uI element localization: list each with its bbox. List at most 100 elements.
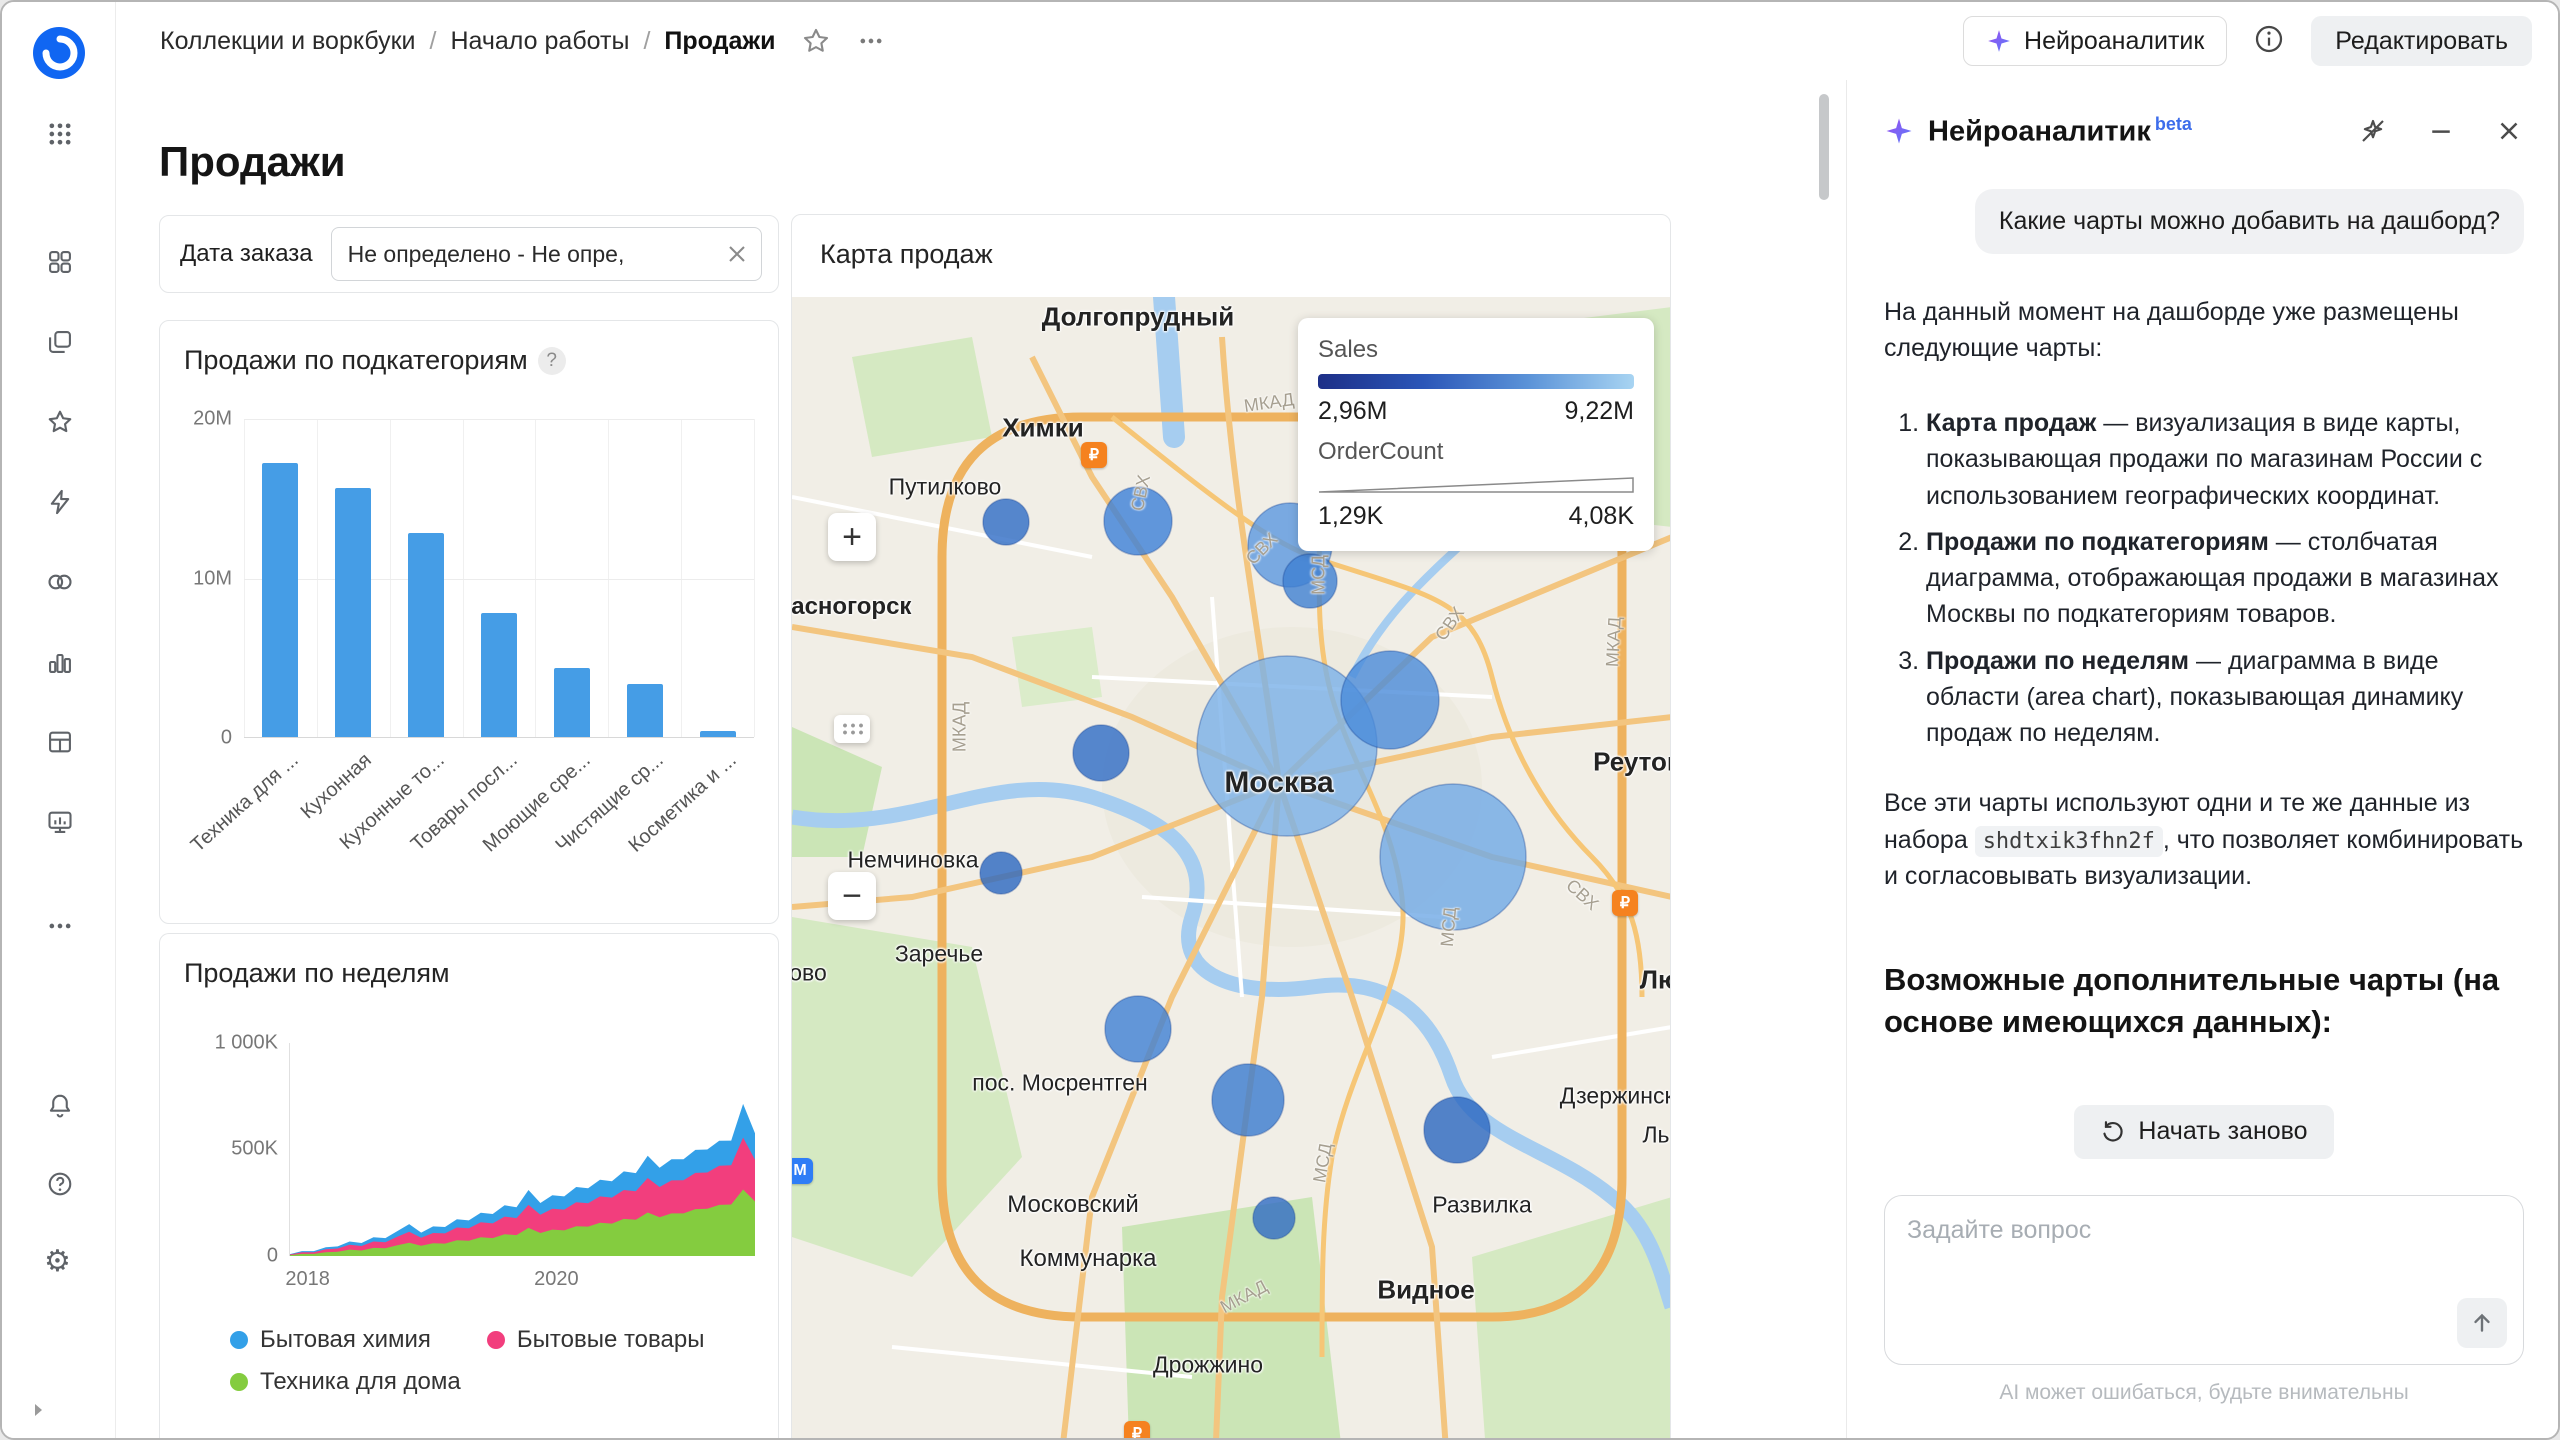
ordercount-max: 4,08K (1569, 502, 1634, 531)
scrollbar-thumb[interactable] (1819, 94, 1829, 200)
y-axis-tick: 0 (160, 1245, 278, 1268)
breadcrumb-separator: / (430, 27, 437, 56)
apps-grid-icon[interactable] (46, 120, 74, 148)
more-actions-icon[interactable] (857, 27, 885, 55)
map-place-label: расногорск (792, 593, 911, 621)
panel-title: Нейроаналитикbeta (1928, 114, 2192, 149)
map-road-label: МСД (1309, 555, 1330, 595)
sales-map-card: Карта продаж (791, 214, 1671, 1438)
ordercount-min: 1,29K (1318, 502, 1383, 531)
help-circle-icon[interactable] (46, 1170, 74, 1198)
date-filter-input[interactable] (346, 240, 717, 269)
sales-map[interactable]: ДолгопрудныйХимкиПутилковорасногорскМоск… (792, 297, 1670, 1438)
edit-button[interactable]: Редактировать (2311, 16, 2532, 66)
bar[interactable] (554, 668, 590, 737)
settings-gear-icon[interactable]: ⚙ (44, 1248, 72, 1276)
bar[interactable] (408, 533, 444, 737)
zoom-in-button[interactable]: + (828, 513, 876, 561)
subcat-plot[interactable]: Техника для ...КухоннаяКухонные то...Тов… (244, 419, 754, 738)
list-item: Продажи по неделям — диаграмма в виде об… (1926, 643, 2524, 752)
map-road-label: СВХ (1431, 603, 1469, 645)
list-item: Карта продаж — визуализация в виде карты… (1926, 405, 2524, 514)
map-chart-title: Карта продаж (820, 239, 993, 269)
map-place-label: Московский (1007, 1191, 1139, 1219)
x-axis-label: Техника для ... (187, 749, 304, 857)
charts-icon[interactable] (46, 648, 74, 676)
ordercount-wedge (1318, 476, 1634, 494)
notifications-bell-icon[interactable] (46, 1092, 74, 1120)
breadcrumb-current: Продажи (664, 27, 775, 56)
dashboard-canvas: Продажи Дата заказа Продажи по подкатего… (116, 80, 1815, 1438)
breadcrumb-separator: / (643, 27, 650, 56)
map-road-badge-icon: ₽ (1124, 1421, 1150, 1438)
user-message-bubble: Какие чарты можно добавить на дашборд? (1975, 189, 2524, 254)
bar[interactable] (700, 731, 736, 737)
question-input-box (1884, 1195, 2524, 1365)
ai-disclaimer: AI может ошибаться, будьте внимательны (1884, 1381, 2524, 1405)
datasets-icon[interactable] (46, 568, 74, 596)
bar[interactable] (627, 684, 663, 737)
map-road-label: СВХ (1127, 473, 1155, 513)
dashboards-icon[interactable] (46, 808, 74, 836)
legend-item[interactable]: Бытовая химия (230, 1326, 431, 1354)
legend-sales-label: Sales (1318, 336, 1634, 364)
breadcrumb-collections[interactable]: Коллекции и воркбуки (160, 27, 416, 56)
close-icon[interactable] (2494, 116, 2524, 146)
tables-icon[interactable] (46, 728, 74, 756)
main-scrollbar[interactable] (1815, 80, 1833, 1438)
sparkle-icon (1986, 28, 2012, 54)
assistant-intro-text: На данный момент на дашборде уже размеще… (1884, 294, 2524, 367)
arrow-up-icon (2469, 1310, 2495, 1336)
date-filter-label: Дата заказа (180, 240, 313, 268)
zoom-out-button[interactable]: − (828, 872, 876, 920)
weekly-legend: Бытовая химия Бытовые товары Техника для д… (230, 1326, 750, 1396)
collections-icon[interactable] (46, 328, 74, 356)
more-icon[interactable] (46, 912, 74, 940)
date-filter-card: Дата заказа (159, 215, 779, 293)
send-button[interactable] (2457, 1298, 2507, 1348)
objects-grid-icon[interactable] (46, 248, 74, 276)
datalens-logo-icon[interactable] (32, 26, 86, 80)
favorites-star-icon[interactable] (46, 408, 74, 436)
breadcrumb-getting-started[interactable]: Начало работы (450, 27, 629, 56)
question-input[interactable] (1905, 1214, 2503, 1284)
legend-item[interactable]: Бытовые товары (487, 1326, 705, 1354)
legend-item[interactable]: Техника для дома (230, 1368, 461, 1396)
assistant-outro-text: Все эти чарты используют одни и те же да… (1884, 785, 2524, 894)
info-icon[interactable] (2253, 23, 2285, 60)
clear-filter-icon[interactable] (723, 240, 751, 273)
weekly-plot[interactable] (289, 1043, 754, 1256)
favorite-star-icon[interactable] (801, 26, 831, 56)
restart-icon (2100, 1119, 2126, 1145)
map-road-badge-icon: ₽ (1081, 442, 1107, 468)
map-place-label: Заречье (895, 941, 983, 968)
weekly-xticks: 20182020 (289, 1268, 754, 1298)
bar[interactable] (335, 488, 371, 737)
map-place-label: Долгопрудный (1042, 302, 1234, 333)
sales-min: 2,96M (1318, 397, 1387, 426)
bar[interactable] (481, 613, 517, 737)
map-place-label: Коммунарка (1020, 1245, 1157, 1273)
sparkle-off-icon[interactable] (2358, 116, 2388, 146)
y-axis-tick: 10M (160, 568, 232, 591)
neuroanalyst-button[interactable]: Нейроаналитик (1963, 16, 2227, 66)
subcategories-chart-card: Продажи по подкатегориям ? 20M 10M 0 Тех… (159, 320, 779, 924)
restart-button[interactable]: Начать заново (2074, 1105, 2333, 1159)
map-place-label: Дзержинский (1560, 1083, 1670, 1110)
legend-ordercount-label: OrderCount (1318, 438, 1634, 466)
zoom-drag-handle[interactable] (834, 715, 870, 743)
top-bar: Коллекции и воркбуки / Начало работы / П… (116, 2, 2558, 80)
map-road-label: СВХ (1242, 529, 1282, 569)
sidebar-expand-icon[interactable] (28, 1400, 48, 1425)
bar[interactable] (262, 463, 298, 737)
map-place-label: пос. Мосрентген (972, 1070, 1147, 1097)
connections-lightning-icon[interactable] (46, 488, 74, 516)
map-place-label: Немчиновка (847, 847, 978, 874)
map-place-label: Путилково (889, 474, 1002, 501)
map-road-label: МСД (1309, 1142, 1337, 1185)
assistant-chart-list: Карта продаж — визуализация в виде карты… (1884, 405, 2524, 761)
y-axis-tick: 1 000K (160, 1032, 278, 1055)
weekly-chart-title: Продажи по неделям (184, 958, 450, 988)
minimize-icon[interactable] (2426, 116, 2456, 146)
list-item: Продажи по подкатегориям — столбчатая ди… (1926, 524, 2524, 633)
